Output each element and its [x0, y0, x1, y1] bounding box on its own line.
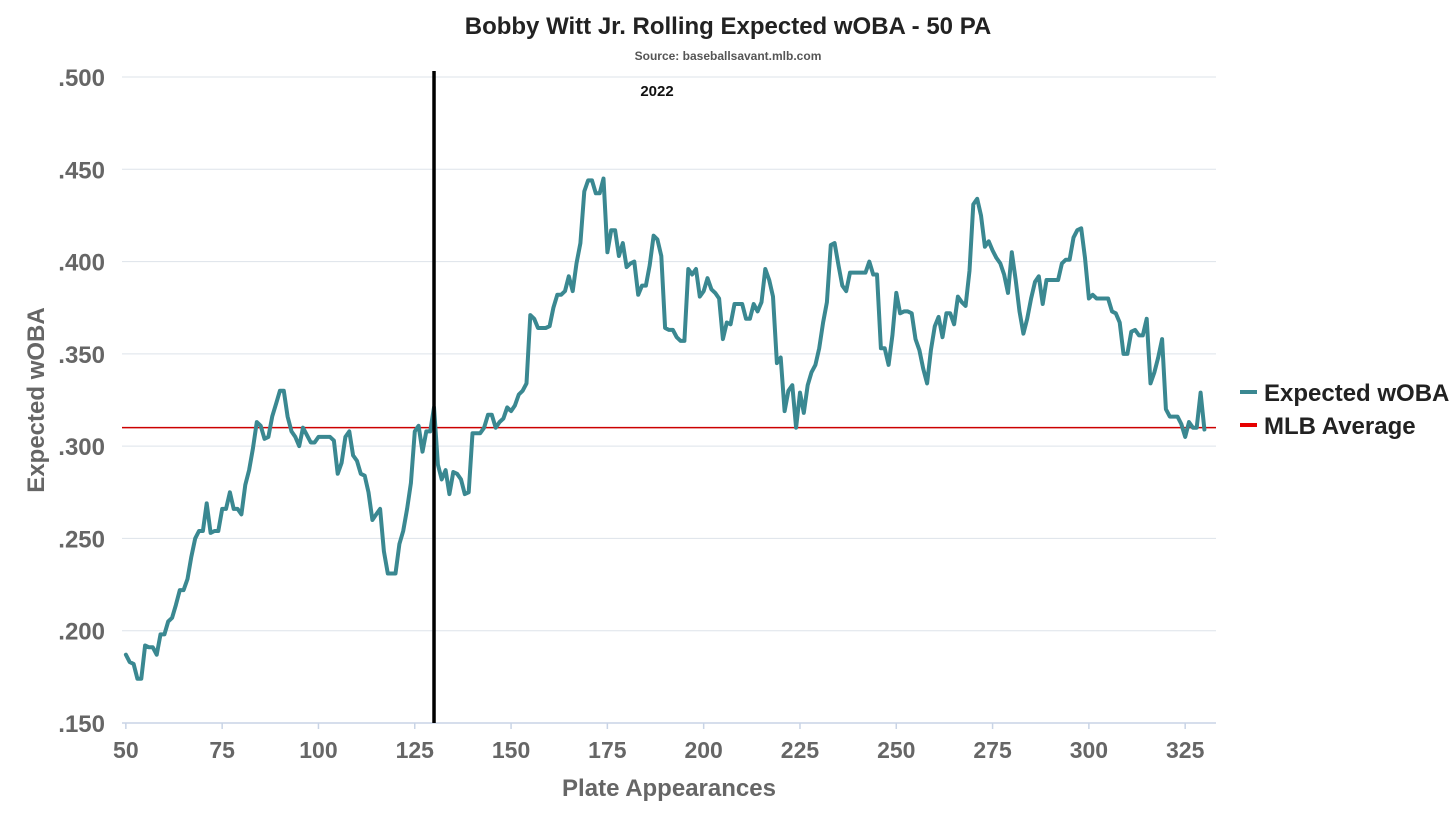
legend: Expected wOBA MLB Average — [1240, 380, 1449, 440]
y-axis-ticks: .150 .200 .250 .300 .350 .400 .450 .500 — [58, 65, 105, 738]
x-tick-label: 50 — [113, 737, 139, 763]
x-tick-label: 125 — [396, 737, 435, 763]
series-line-expected-woba — [123, 176, 1207, 681]
y-tick-label: .200 — [58, 619, 105, 646]
x-tick-label: 100 — [299, 737, 337, 763]
x-axis-ticks: 50 75 100 125 150 175 200 225 250 275 300 325 — [113, 723, 1205, 763]
y-tick-label: .400 — [58, 250, 105, 277]
x-tick-label: 200 — [684, 737, 722, 763]
x-tick-label: 325 — [1166, 737, 1205, 763]
legend-label-mlb-average: MLB Average — [1264, 413, 1416, 440]
y-tick-label: .500 — [58, 65, 105, 92]
gridlines — [122, 76, 1216, 724]
chart-title: Bobby Witt Jr. Rolling Expected wOBA - 5… — [465, 13, 992, 40]
y-tick-label: .300 — [58, 434, 105, 461]
season-marker-label: 2022 — [640, 83, 673, 100]
y-tick-label: .250 — [58, 526, 105, 553]
y-axis-label: Expected wOBA — [23, 307, 50, 492]
x-tick-label: 150 — [492, 737, 530, 763]
legend-label-expected-woba: Expected wOBA — [1264, 380, 1449, 407]
x-tick-label: 300 — [1070, 737, 1108, 763]
x-tick-label: 225 — [781, 737, 820, 763]
x-tick-label: 75 — [209, 737, 235, 763]
y-tick-label: .150 — [58, 711, 105, 738]
x-tick-label: 275 — [973, 737, 1012, 763]
chart-subtitle: Source: baseballsavant.mlb.com — [635, 49, 822, 63]
x-axis-label: Plate Appearances — [562, 775, 776, 802]
x-tick-label: 175 — [588, 737, 627, 763]
y-tick-label: .350 — [58, 342, 105, 369]
x-tick-label: 250 — [877, 737, 915, 763]
y-tick-label: .450 — [58, 157, 105, 184]
